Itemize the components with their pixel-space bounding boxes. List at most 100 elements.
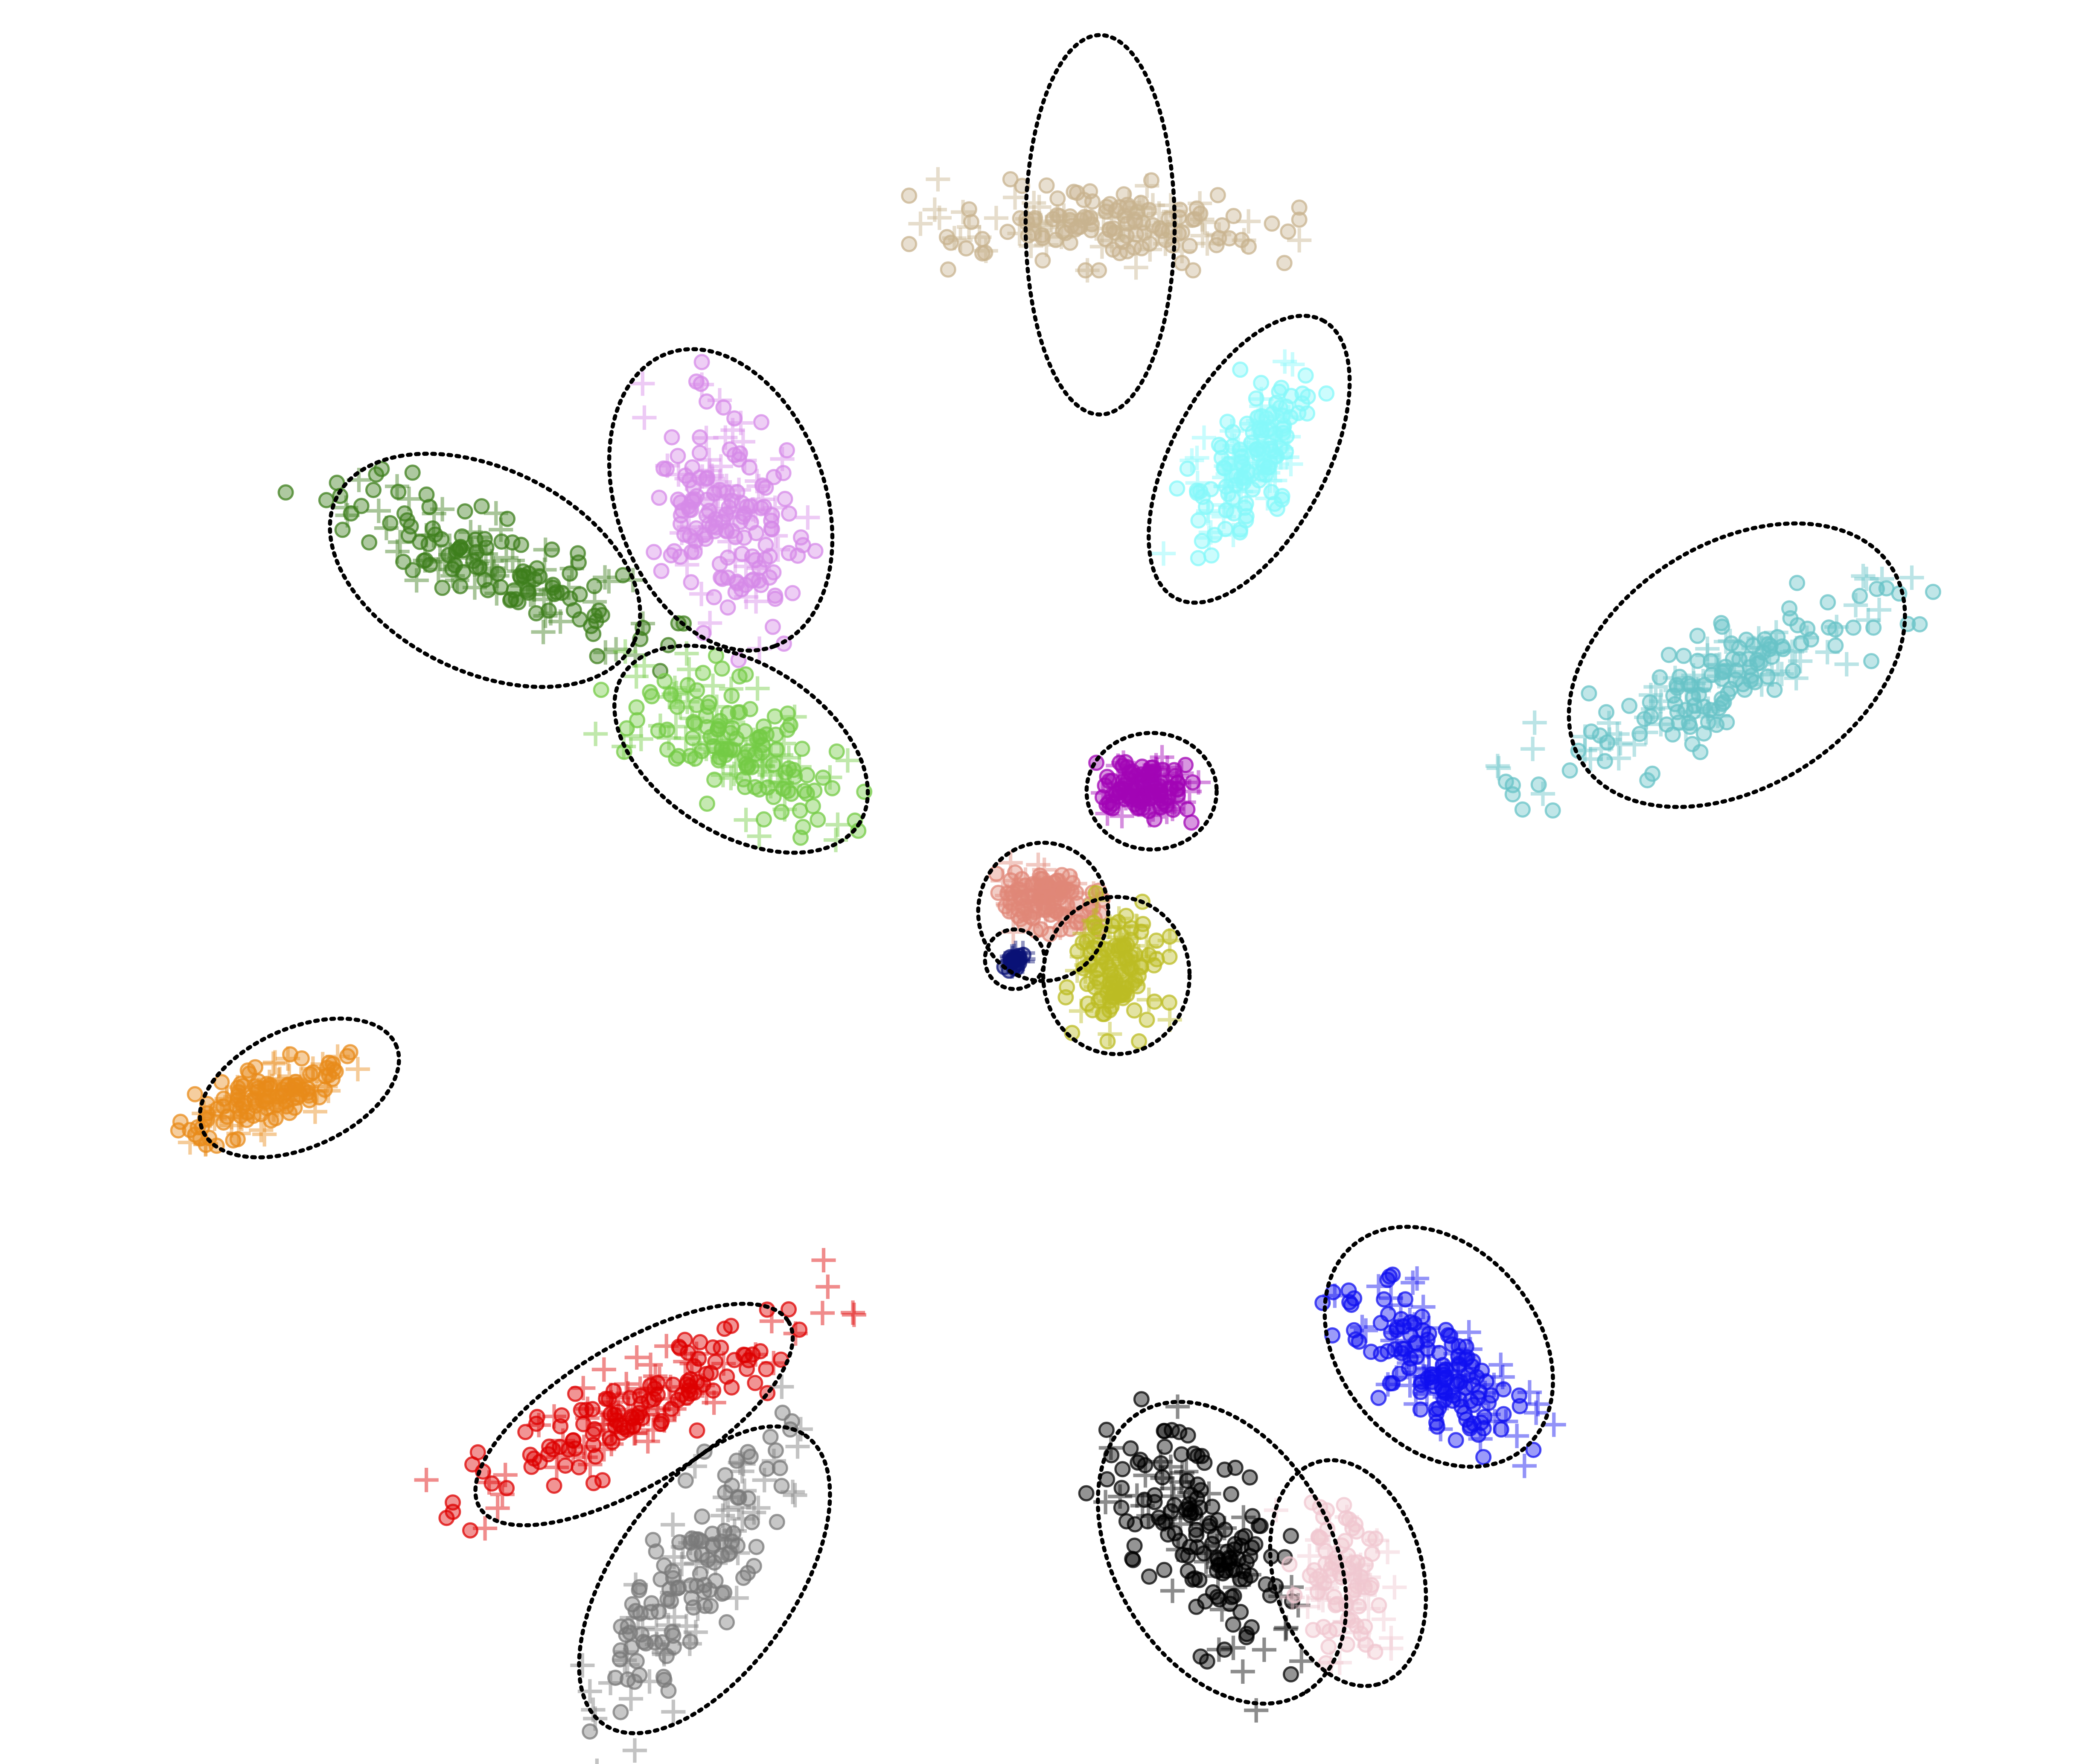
circle-point (1242, 1548, 1258, 1565)
plus-point (675, 689, 700, 714)
circle-point (773, 804, 790, 820)
circle-point (1188, 1598, 1205, 1615)
circle-point (693, 354, 710, 370)
plus-point (661, 1700, 686, 1724)
plus-point (255, 1084, 280, 1109)
circle-point (1117, 791, 1133, 808)
plus-point (1134, 772, 1159, 797)
plus-point (614, 1372, 639, 1397)
plus-point (1780, 639, 1804, 664)
plus-point (630, 611, 655, 636)
plus-point (769, 1374, 794, 1399)
circle-point (1141, 947, 1157, 963)
circle-point (1146, 1487, 1163, 1504)
circle-point (1749, 652, 1765, 668)
plus-point (1180, 448, 1204, 473)
circle-point (1099, 1033, 1116, 1050)
circle-point (824, 780, 841, 796)
plus-point (268, 1082, 293, 1106)
circle-point (1544, 802, 1561, 819)
circle-point (329, 475, 345, 491)
circle-point (792, 529, 810, 546)
plus-point (1769, 662, 1794, 686)
circle-point (740, 1444, 756, 1461)
plus-point (1095, 946, 1119, 971)
plus-point (689, 372, 714, 397)
cluster-15-points (1264, 1494, 1407, 1675)
circle-point (182, 1122, 198, 1138)
circle-point (277, 484, 294, 501)
plus-point (422, 501, 446, 526)
circle-point (794, 741, 810, 757)
circle-point (1236, 499, 1253, 516)
circle-point (755, 811, 772, 828)
plus-point (493, 1463, 518, 1487)
circle-point (1211, 1591, 1228, 1608)
plus-point (734, 808, 758, 832)
plus-point (694, 737, 719, 761)
circle-point (1169, 480, 1185, 497)
plus-point (595, 1758, 599, 1764)
circle-point (433, 531, 450, 548)
plus-point (674, 1614, 699, 1639)
circle-point (1253, 375, 1270, 391)
circle-point (1280, 223, 1296, 240)
circle-point (778, 442, 795, 459)
circle-point (746, 1558, 762, 1574)
circle-point (1276, 417, 1292, 434)
plus-point (615, 1381, 640, 1406)
circle-point (754, 477, 771, 494)
plus-point (711, 763, 735, 787)
circle-point (382, 515, 399, 531)
circle-point (1126, 1002, 1143, 1019)
plus-point (1834, 652, 1859, 676)
plus-point (1025, 904, 1050, 929)
circle-point (504, 534, 521, 551)
circle-point (1233, 454, 1250, 470)
circle-point (1078, 1485, 1095, 1502)
circle-point (780, 783, 796, 799)
circle-point (1852, 588, 1868, 604)
plus-point (599, 1432, 624, 1456)
cluster-5-points (1485, 564, 1941, 819)
circle-point (578, 1402, 594, 1418)
circle-point (690, 1531, 707, 1548)
circle-point (665, 1627, 682, 1644)
circle-point (571, 611, 588, 628)
circle-point (810, 811, 826, 828)
circle-point (567, 1440, 584, 1457)
circle-point (1343, 1297, 1360, 1313)
circle-point (1031, 890, 1048, 907)
circle-point (546, 586, 562, 602)
circle-point (215, 1098, 232, 1115)
circle-point (672, 548, 689, 565)
plus-point (731, 429, 755, 454)
circle-point (656, 1671, 673, 1688)
circle-point (225, 1132, 242, 1149)
circle-point (1282, 1666, 1299, 1682)
plus-point (1899, 565, 1924, 590)
plus-point (1276, 424, 1301, 449)
circle-point (1312, 1530, 1329, 1546)
circle-point (1328, 1621, 1345, 1637)
circle-point (1101, 221, 1118, 237)
circle-point (1209, 1512, 1226, 1528)
circle-point (1716, 663, 1733, 680)
circle-point (1827, 621, 1844, 638)
circle-point (1675, 647, 1692, 664)
plus-point (816, 1274, 840, 1299)
circle-point (718, 506, 734, 523)
circle-point (1189, 1448, 1206, 1464)
circle-point (1179, 801, 1196, 818)
circle-point (1514, 801, 1531, 818)
plus-point (1622, 732, 1647, 757)
cluster-3-points (277, 461, 692, 679)
circle-point (1719, 685, 1736, 702)
circle-point (1091, 262, 1107, 279)
circle-point (799, 767, 816, 784)
plus-point (440, 563, 465, 588)
circle-point (1282, 1528, 1299, 1544)
circle-point (1190, 512, 1207, 529)
circle-point (677, 1472, 694, 1489)
plus-point (632, 653, 657, 678)
